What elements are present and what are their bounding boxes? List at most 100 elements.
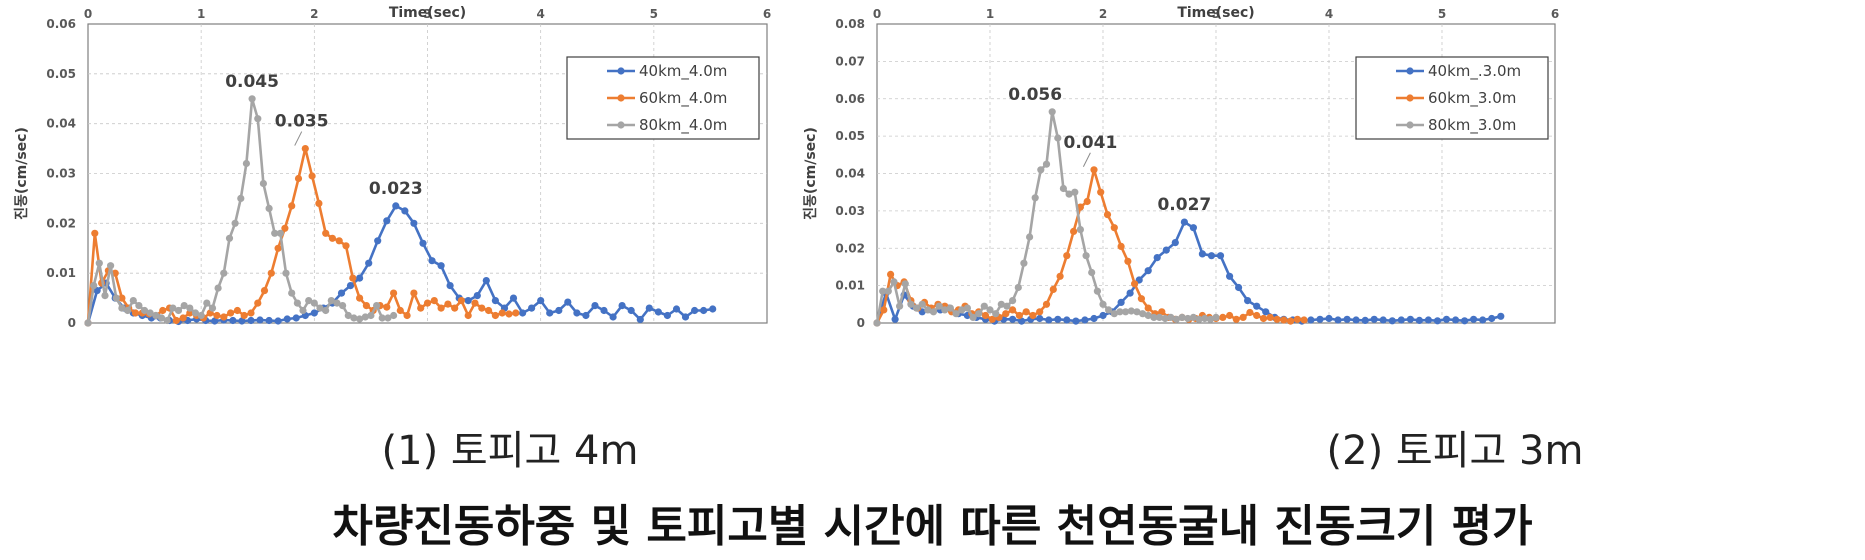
data-point [1097, 188, 1105, 196]
data-point [247, 316, 255, 325]
data-point [1161, 314, 1169, 323]
data-point [299, 306, 307, 315]
data-point [112, 294, 120, 302]
data-point [362, 302, 370, 310]
data-point [229, 316, 237, 325]
data-point [1226, 311, 1234, 320]
data-point [1379, 316, 1387, 324]
x-tick-label: 4 [1325, 7, 1333, 21]
data-point [709, 305, 717, 313]
data-point [958, 306, 966, 314]
data-point [179, 314, 187, 322]
legend-marker [1406, 67, 1414, 75]
data-point [1262, 308, 1270, 316]
data-point [339, 302, 347, 310]
series-line [86, 147, 516, 324]
data-point [220, 313, 228, 321]
data-point [1054, 315, 1062, 323]
data-point [403, 311, 411, 320]
data-point [1018, 317, 1026, 325]
series-80km_3.0m [873, 108, 1220, 327]
caption-3m: (2) 토피고 3m [1326, 428, 1584, 474]
data-point [618, 302, 626, 310]
data-point [946, 304, 954, 312]
data-point [356, 315, 364, 323]
data-point [1226, 272, 1234, 280]
y-tick-label: 0.04 [835, 167, 865, 181]
data-point [1063, 316, 1071, 324]
data-point [1325, 314, 1333, 323]
data-point [356, 274, 364, 282]
data-point [1488, 314, 1496, 323]
x-axis-label: Time(sec) [1177, 5, 1254, 21]
data-point [337, 289, 346, 297]
legend-marker [1406, 94, 1414, 102]
data-point [1239, 313, 1247, 321]
peak-label: 0.027 [1157, 195, 1211, 215]
data-point [274, 244, 282, 252]
data-point [485, 306, 493, 315]
data-point [254, 299, 262, 307]
data-point [419, 239, 427, 247]
data-point [203, 299, 211, 307]
data-point [240, 311, 248, 320]
caption-4m: (1) 토피고 4m [381, 428, 639, 474]
data-point [410, 219, 418, 227]
data-point [417, 304, 425, 312]
data-point [301, 145, 309, 153]
vibration-chart-3m: 0 0.01 0.02 0.03 0.04 0.05 0.06 0.07 0.08 0 1 2 3 4 5 6… [802, 5, 1559, 330]
data-point [975, 310, 983, 318]
data-point [451, 304, 459, 312]
data-point [231, 219, 239, 227]
data-point [1110, 224, 1118, 232]
data-point [924, 306, 932, 314]
data-point [1158, 308, 1166, 316]
data-point [1307, 316, 1315, 324]
data-point [1206, 315, 1214, 323]
legend-marker [1406, 121, 1414, 129]
annotation-leader [1082, 152, 1091, 167]
data-point [1195, 315, 1203, 323]
legend-entry: 80km_3.0m [1428, 116, 1516, 135]
data-point [437, 262, 445, 270]
data-point [1045, 316, 1053, 324]
data-point [260, 287, 269, 295]
legend-entry: 40km_.3.0m [1428, 62, 1521, 81]
data-point [691, 306, 699, 315]
data-point [627, 306, 635, 315]
data-point [1009, 306, 1017, 314]
data-point [84, 319, 92, 327]
data-point [1171, 239, 1179, 247]
data-point [880, 306, 888, 314]
data-point [1361, 316, 1369, 324]
data-point [197, 311, 205, 320]
y-tick-label: 0.01 [835, 279, 865, 293]
y-tick-label: 0.06 [46, 17, 76, 31]
legend-entry: 60km_4.0m [639, 89, 727, 108]
data-point [681, 313, 690, 321]
data-point [90, 282, 98, 290]
data-point [373, 302, 381, 310]
data-point [912, 304, 921, 312]
data-point [1155, 313, 1164, 321]
data-point [873, 319, 881, 327]
data-point [564, 298, 572, 306]
y-tick-label: 0.08 [835, 17, 865, 31]
data-point [1048, 108, 1056, 116]
peak-label: 0.056 [1008, 85, 1062, 105]
y-tick-label: 0.05 [835, 129, 865, 143]
data-point [254, 115, 262, 123]
data-point [163, 316, 171, 325]
legend-marker [617, 67, 625, 75]
data-point [1063, 252, 1071, 260]
y-tick-label: 0 [68, 316, 76, 330]
data-point [457, 297, 465, 305]
data-point [1002, 310, 1010, 318]
data-point [1178, 313, 1186, 321]
data-point [1117, 242, 1125, 250]
data-point [1083, 197, 1091, 206]
data-point [1059, 184, 1067, 193]
data-point [1031, 194, 1039, 202]
x-axis-label: Time(sec) [389, 5, 466, 21]
data-point [929, 308, 938, 316]
